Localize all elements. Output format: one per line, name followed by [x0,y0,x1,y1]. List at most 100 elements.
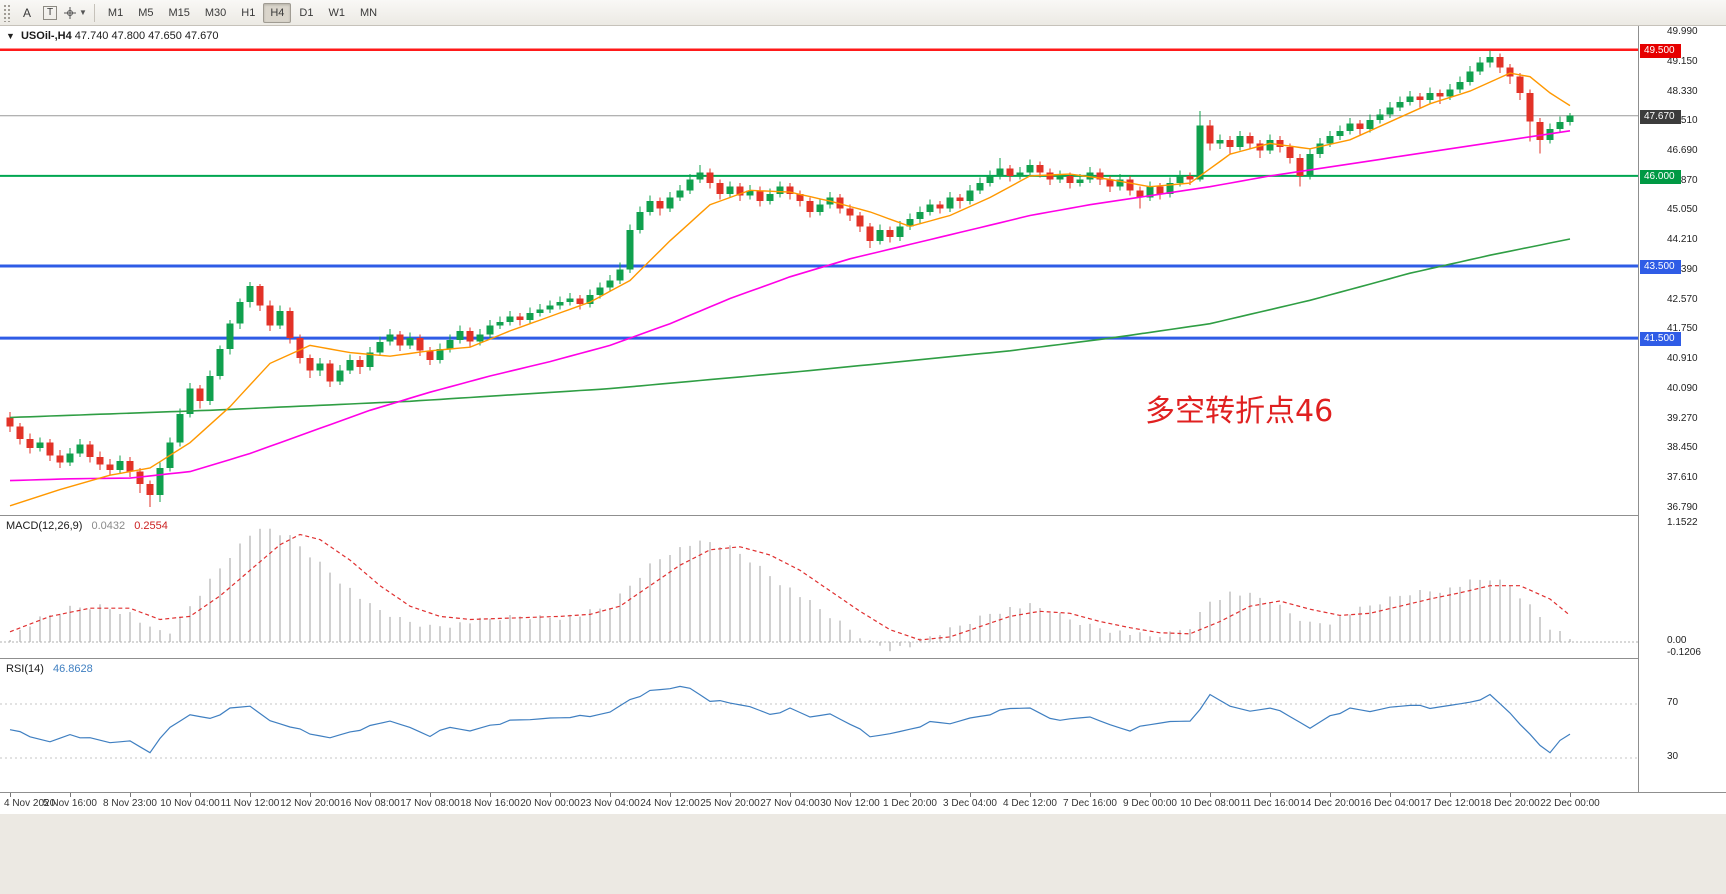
time-axis-tick [1330,793,1331,797]
time-axis-label: 16 Nov 08:00 [340,798,400,809]
time-axis-tick [850,793,851,797]
time-axis-label: 27 Nov 04:00 [760,798,820,809]
time-axis-label: 25 Nov 20:00 [700,798,760,809]
toolbar-separator [93,3,95,22]
timeframe-m5-button[interactable]: M5 [138,6,154,19]
toolbar: A T ▼ M1 M5 M15 M30 H1 H4 D1 W1 MN [0,0,1726,26]
price-axis-label: 43.390 [1667,263,1698,275]
timeframe-m1-button[interactable]: M1 [107,6,124,19]
price-axis-label: 47.510 [1667,115,1698,127]
price-axis-label: 45.870 [1667,174,1698,186]
macd-histogram-value: 0.0432 [91,520,126,532]
time-axis-tick [1570,793,1571,797]
price-axis-label: 1.1522 [1667,517,1698,528]
time-axis-label: 24 Nov 12:00 [640,798,700,809]
chart-symbol: USOil-,H4 [20,30,72,42]
price-axis-label: 0.00 [1667,635,1687,646]
price-axis-label: 40.910 [1667,353,1698,365]
price-axis-label: 40.090 [1667,382,1698,394]
rsi-title: RSI(14) 46.8628 [6,663,93,675]
time-axis-tick [250,793,251,797]
price-axis-label: 41.750 [1667,323,1698,335]
time-axis-tick [1510,793,1511,797]
price-line-badge: 43.500 [1640,260,1681,275]
time-axis-label: 11 Nov 12:00 [220,798,280,809]
time-axis-label: 30 Nov 12:00 [820,798,880,809]
time-axis-label: 10 Dec 08:00 [1180,798,1240,809]
timeframe-m30-button[interactable]: M30 [204,6,227,19]
price-axis-label: -0.1206 [1667,647,1701,659]
time-axis-label: 18 Dec 20:00 [1480,798,1540,809]
time-axis-label: 18 Nov 16:00 [460,798,520,809]
time-axis-label: 9 Dec 00:00 [1123,798,1177,809]
time-axis-tick [1390,793,1391,797]
time-axis-tick [70,793,71,797]
chart-ohlc-values: 47.740 47.800 47.650 47.670 [74,30,219,42]
time-axis-label: 17 Dec 12:00 [1420,798,1480,809]
time-axis-label: 4 Dec 12:00 [1003,798,1057,809]
price-axis-label: 48.330 [1667,85,1698,97]
price-line-badge: 47.670 [1640,109,1681,124]
time-axis[interactable]: 4 Nov 2020 5 Nov 16:00 8 Nov 23:00 10 Nov 0… [0,792,1726,814]
price-axis-label: 46.690 [1667,144,1698,156]
time-axis-tick [550,793,551,797]
time-axis-label: 10 Nov 04:00 [160,798,220,809]
time-axis-label: 8 Nov 23:00 [103,798,157,809]
candlestick-chart-canvas[interactable]: 多空转折点46 [0,26,1638,515]
time-axis-label: 11 Dec 16:00 [1240,798,1300,809]
time-axis-tick [790,793,791,797]
window-background [0,814,1726,894]
price-line-badge: 49.500 [1640,43,1681,58]
time-axis-label: 16 Dec 04:00 [1360,798,1420,809]
time-axis-tick [130,793,131,797]
price-axis-label: 30 [1667,751,1679,762]
time-axis-tick [1210,793,1211,797]
price-line-badge: 41.500 [1640,332,1681,347]
timeframe-h1-button[interactable]: H1 [241,6,256,19]
time-axis-tick [970,793,971,797]
time-axis-label: 1 Dec 20:00 [883,798,937,809]
time-axis-label: 3 Dec 04:00 [943,798,997,809]
time-axis-label: 17 Nov 08:00 [400,798,460,809]
time-axis-tick [1090,793,1091,797]
time-axis-tick [190,793,191,797]
macd-name: MACD(12,26,9) [6,520,83,532]
time-axis-tick [730,793,731,797]
crosshair-icon [64,6,76,19]
one-click-trading-arrow[interactable]: ▼ [6,31,15,41]
time-axis-tick [10,793,11,797]
text-annotation-button[interactable]: A [22,5,31,20]
timeframe-m15-button[interactable]: M15 [168,6,190,19]
price-axis-label: 36.790 [1667,501,1698,513]
chart-title: ▼ USOil-,H4 47.740 47.800 47.650 47.670 [6,30,219,42]
price-axis-label: 49.150 [1667,56,1698,68]
timeframe-h4-button[interactable]: H4 [263,2,292,23]
price-axis-label: 42.570 [1667,293,1698,305]
price-axis-label: 37.610 [1667,472,1698,484]
chevron-down-icon: ▼ [79,8,87,17]
price-axis-label: 44.210 [1667,234,1698,246]
timeframe-mn-button[interactable]: MN [359,6,378,19]
time-axis-label: 14 Dec 20:00 [1300,798,1360,809]
timeframe-w1-button[interactable]: W1 [328,6,345,19]
timeframe-buttons: M1 M5 M15 M30 H1 H4 D1 W1 MN [101,2,384,23]
time-axis-tick [1150,793,1151,797]
timeframe-d1-button[interactable]: D1 [299,6,314,19]
chart-annotation-text: 多空转折点46 [1145,394,1333,429]
main-chart-panel[interactable]: ▼ USOil-,H4 47.740 47.800 47.650 47.670 … [0,26,1638,515]
toolbar-drag-handle[interactable] [3,3,12,22]
rsi-panel[interactable]: RSI(14) 46.8628 [0,658,1638,792]
text-label-button[interactable]: T [39,3,61,23]
rsi-chart-canvas[interactable] [0,659,1638,793]
time-axis-tick [670,793,671,797]
time-axis-tick [370,793,371,797]
macd-chart-canvas[interactable] [0,516,1638,659]
price-line-badge: 46.000 [1640,169,1681,184]
time-axis-label: 4 Nov 2020 [4,798,56,809]
macd-panel[interactable]: MACD(12,26,9) 0.0432 0.2554 [0,515,1638,658]
crosshair-tool-button[interactable]: ▼ [62,3,88,23]
time-axis-tick [910,793,911,797]
price-axis-label: 39.270 [1667,412,1698,424]
price-axis[interactable]: 49.990 49.150 48.330 47.510 46.690 45.870 45.0… [1638,26,1726,792]
rsi-value: 46.8628 [52,663,93,675]
